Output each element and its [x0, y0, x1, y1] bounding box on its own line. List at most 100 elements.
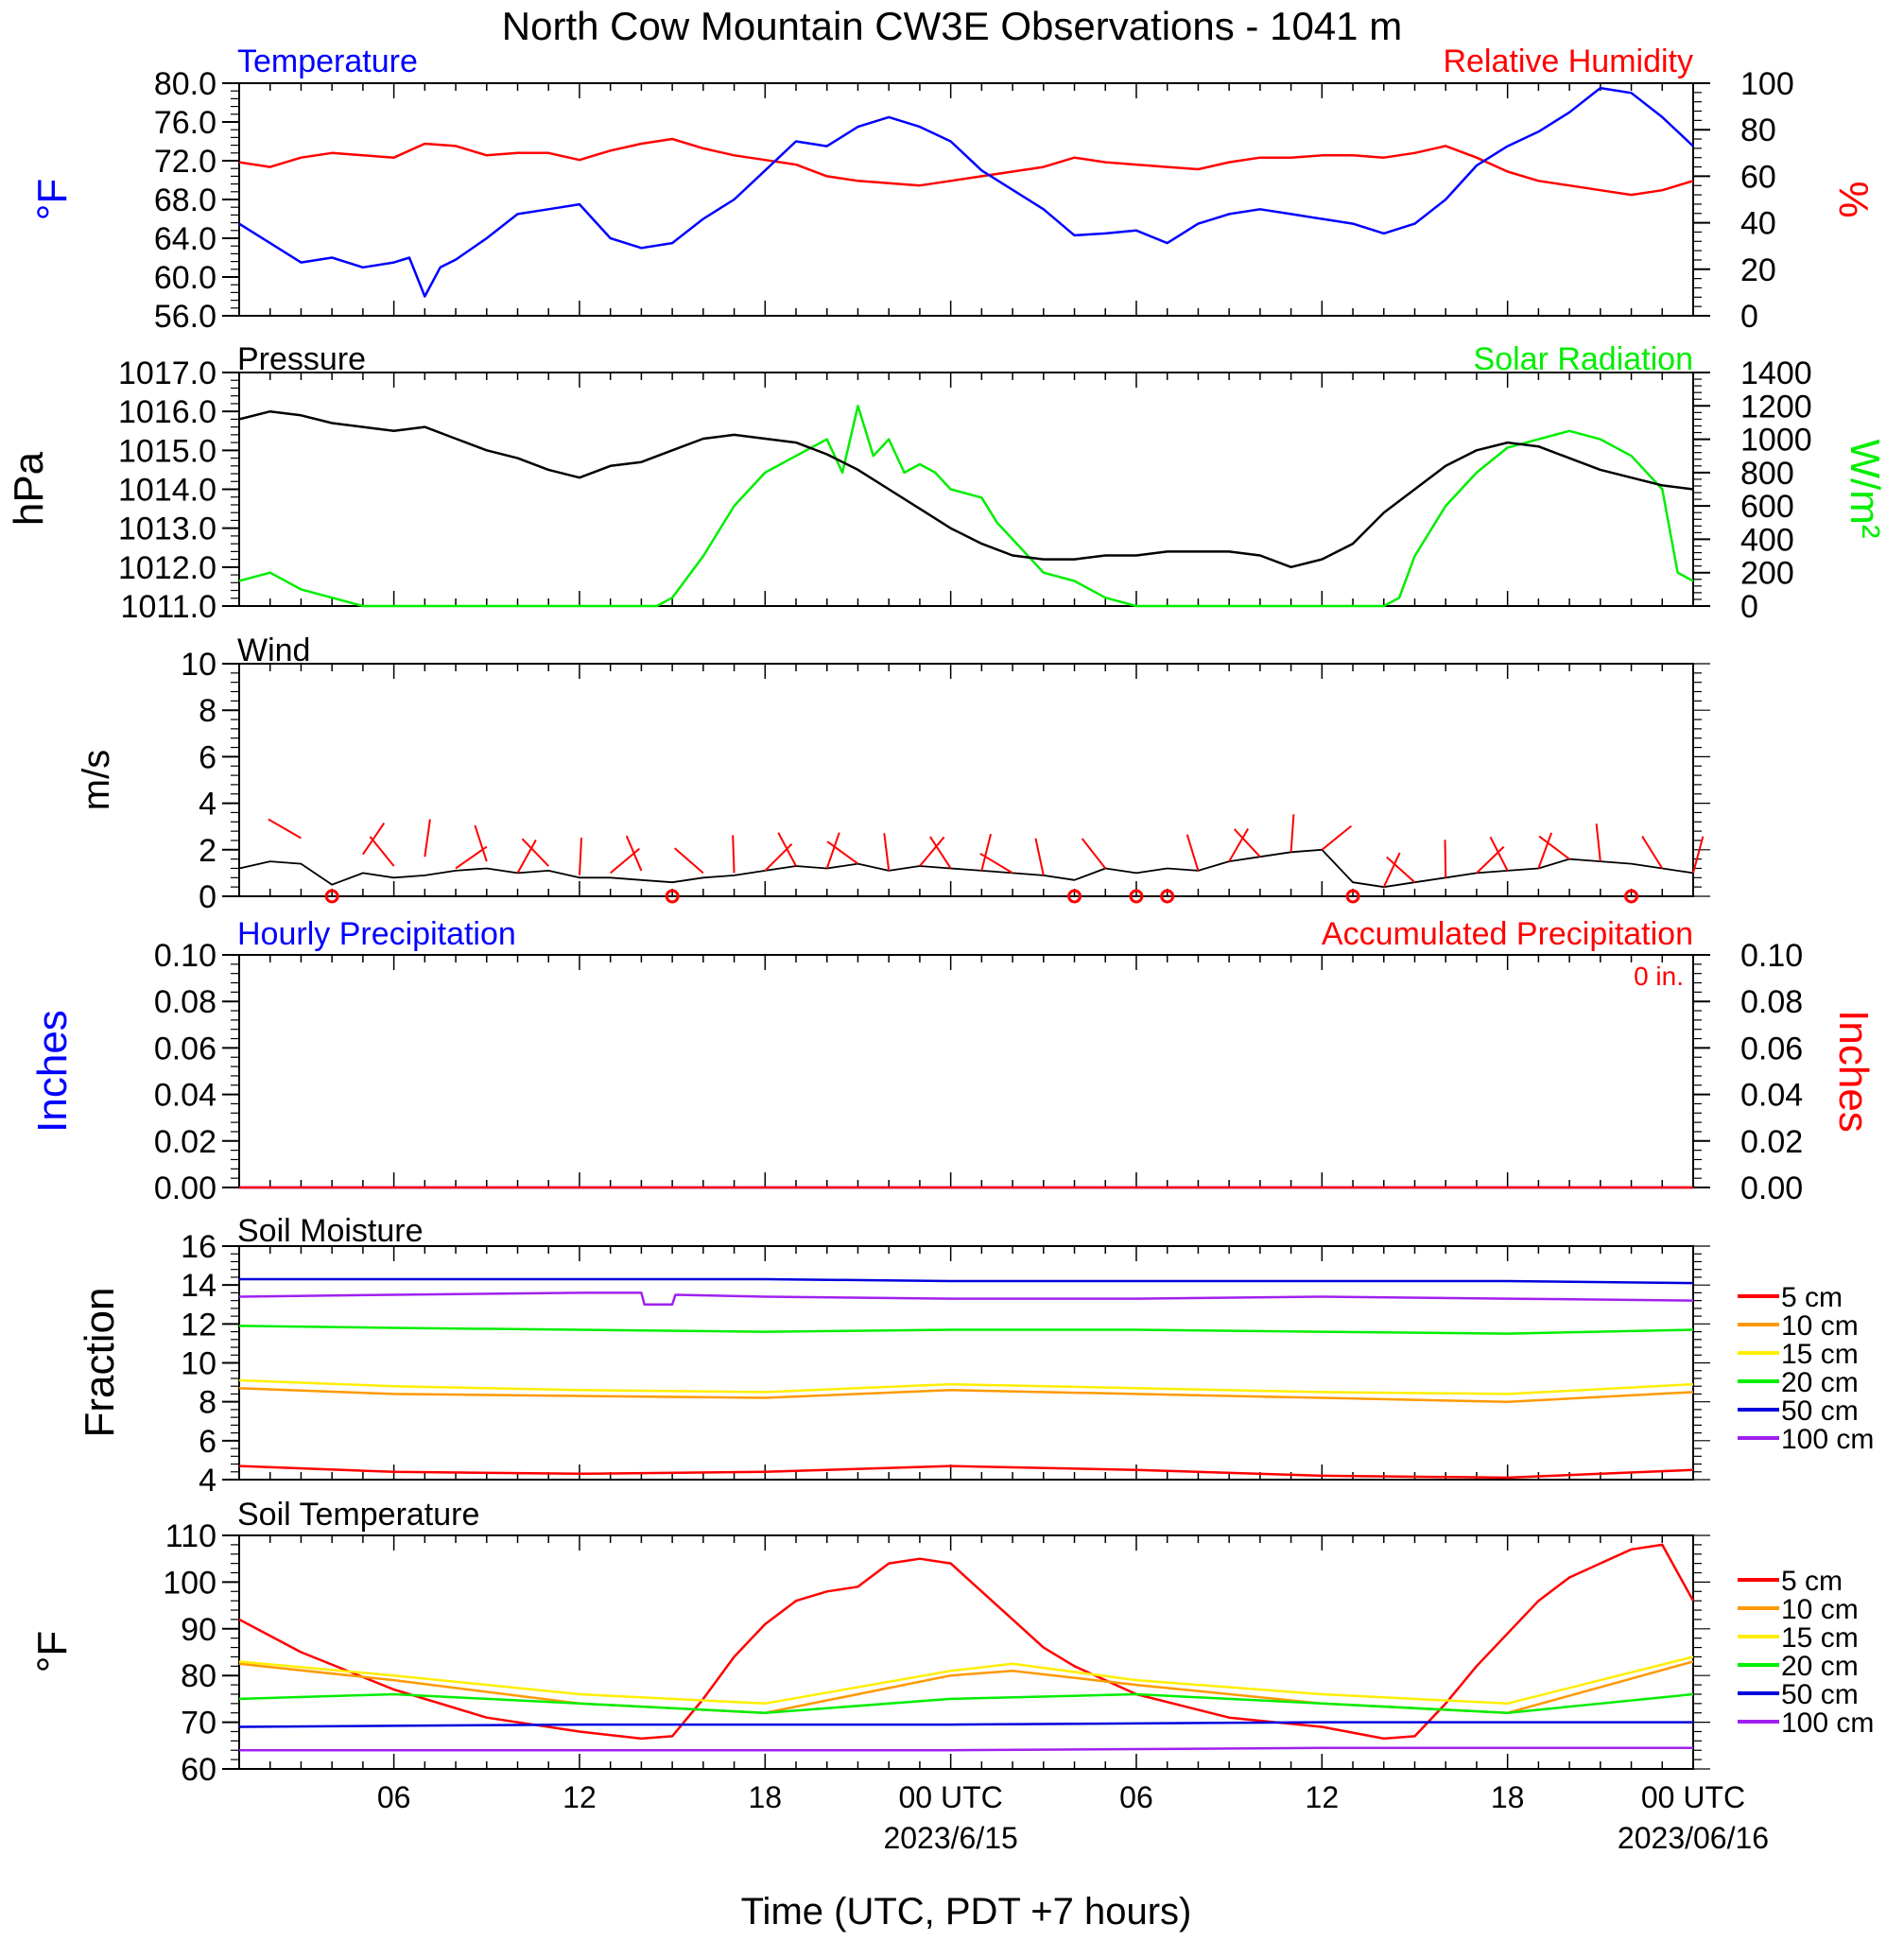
precip-accum-ytick-label: 0.08: [1740, 984, 1803, 1020]
soil-temp-ytick-label: 100: [163, 1565, 216, 1601]
soil-temp-line: [238, 1543, 1695, 1741]
temperature-line: [238, 86, 1694, 298]
precip-frame: [238, 954, 1694, 1188]
wind-barb: [732, 835, 736, 874]
wind-barb: [1692, 836, 1705, 874]
soil-moisture-ytick-label: 14: [181, 1268, 216, 1304]
wind-barb: [362, 822, 386, 856]
humidity-ytick-label: 40: [1740, 206, 1776, 242]
humidity-ytick-label: 20: [1740, 252, 1776, 288]
soil-moisture-legend-label: 15 cm: [1781, 1339, 1859, 1370]
soil-temp-frame: [238, 1534, 1694, 1770]
wind-barb: [268, 818, 302, 840]
soil-temp-line: [238, 1655, 1694, 1706]
precip-accum-ytick-label: 0.04: [1740, 1078, 1803, 1114]
pressure-ytick-label: 1011.0: [121, 589, 216, 625]
accum-precip-axis-unit: Inches: [1830, 1010, 1877, 1133]
wind-barb: [979, 852, 1013, 875]
soil-temp-title: Soil Temperature: [237, 1497, 479, 1533]
wind-barb: [674, 847, 704, 875]
soil-moisture-line: [238, 1291, 1694, 1307]
humidity-axis-unit: %: [1830, 181, 1877, 217]
x-date-label: 2023/06/16: [1618, 1821, 1769, 1855]
wind-barb: [826, 841, 859, 865]
wind-ytick-label: 4: [199, 787, 216, 823]
x-tick-label: 06: [377, 1780, 411, 1814]
wind-ytick-label: 6: [199, 739, 216, 775]
precip-hourly-ytick-label: 0.06: [154, 1031, 216, 1066]
solar-ytick-label: 600: [1740, 489, 1794, 525]
solar-ytick-label: 0: [1740, 589, 1758, 625]
soil-temp-ytick-label: 80: [181, 1658, 216, 1694]
wind-frame: [238, 663, 1694, 897]
wind-calm-marker: [1129, 889, 1144, 904]
wind-barb: [578, 837, 583, 875]
wind-barb: [455, 845, 488, 870]
temperature-frame: [238, 82, 1694, 317]
precip-hourly-ytick-label: 0.00: [154, 1170, 216, 1206]
wind-ytick-label: 2: [199, 833, 216, 869]
humidity-series-label: Relative Humidity: [1443, 43, 1693, 79]
wind-barb: [516, 839, 537, 874]
wind-title: Wind: [237, 633, 310, 668]
pressure-ytick-label: 1016.0: [118, 394, 216, 430]
soil-temp-legend-label: 20 cm: [1781, 1651, 1859, 1682]
x-tick-label: 06: [1119, 1780, 1153, 1814]
temperature-ytick-label: 72.0: [154, 144, 216, 180]
temperature-ytick-label: 64.0: [154, 221, 216, 257]
precip-accum-ytick-label: 0.06: [1740, 1031, 1803, 1066]
soil-moisture-line: [238, 1464, 1694, 1480]
wind-barb: [1641, 836, 1664, 870]
wind-barb: [1186, 834, 1200, 872]
wind-calm-marker: [1160, 889, 1175, 904]
wind-barb: [929, 836, 952, 870]
wind-calm-marker: [324, 889, 339, 904]
wind-panel: 10 8 6 4 2 0 Wind m/s: [76, 633, 1710, 915]
wind-barb: [980, 833, 993, 872]
soil-moisture-ytick-label: 4: [199, 1463, 216, 1499]
wind-barb: [1233, 828, 1261, 858]
wind-ytick-label: 10: [181, 647, 216, 683]
solar-ytick-label: 1400: [1740, 355, 1812, 391]
soil-moisture-legend-label: 100 cm: [1781, 1424, 1874, 1455]
solar-radiation-line: [238, 405, 1694, 608]
wind-barb: [1444, 840, 1447, 878]
temperature-ytick-label: 60.0: [154, 260, 216, 296]
wind-barb: [1321, 824, 1353, 851]
wind-barb: [1538, 835, 1570, 860]
wind-barb: [474, 824, 488, 862]
humidity-ytick-label: 60: [1740, 159, 1776, 195]
solar-axis-unit: W/m²: [1842, 439, 1888, 538]
precip-hourly-ytick-label: 0.02: [154, 1124, 216, 1160]
soil-moisture-line: [238, 1378, 1694, 1395]
pressure-ytick-label: 1012.0: [118, 550, 216, 586]
soil-temp-ytick-label: 70: [181, 1706, 216, 1742]
wind-barb: [1290, 814, 1295, 853]
soil-moisture-line: [238, 1387, 1694, 1403]
x-tick-label: 12: [1306, 1780, 1340, 1814]
wind-barb: [1595, 823, 1601, 862]
temperature-series-label: Temperature: [237, 43, 418, 79]
wind-barb: [1081, 838, 1107, 870]
wind-axis-unit: m/s: [76, 750, 117, 810]
precip-hourly-ytick-label: 0.04: [154, 1078, 216, 1114]
pressure-ytick-label: 1013.0: [118, 511, 216, 547]
x-axis-label: Time (UTC, PDT +7 hours): [741, 1891, 1192, 1932]
temperature-humidity-panel: 80.076.072.068.064.060.056.0 100 80 60 40 20 0…: [29, 43, 1877, 335]
solar-series-label: Solar Radiation: [1474, 341, 1693, 377]
wind-barb: [825, 832, 840, 869]
chart-title: North Cow Mountain CW3E Observations - 1…: [502, 4, 1402, 48]
soil-temp-line: [238, 1721, 1693, 1728]
wind-barb: [1476, 845, 1505, 875]
soil-moisture-legend-label: 5 cm: [1781, 1282, 1843, 1313]
x-tick-label: 00 UTC: [899, 1780, 1003, 1814]
soil-temp-line: [239, 1746, 1693, 1752]
hourly-precip-axis-unit: Inches: [29, 1010, 76, 1133]
solar-ytick-label: 1000: [1740, 423, 1812, 459]
humidity-ytick-label: 100: [1740, 66, 1794, 102]
soil-temp-axis-unit: °F: [29, 1631, 76, 1672]
x-tick-label: 18: [749, 1780, 783, 1814]
